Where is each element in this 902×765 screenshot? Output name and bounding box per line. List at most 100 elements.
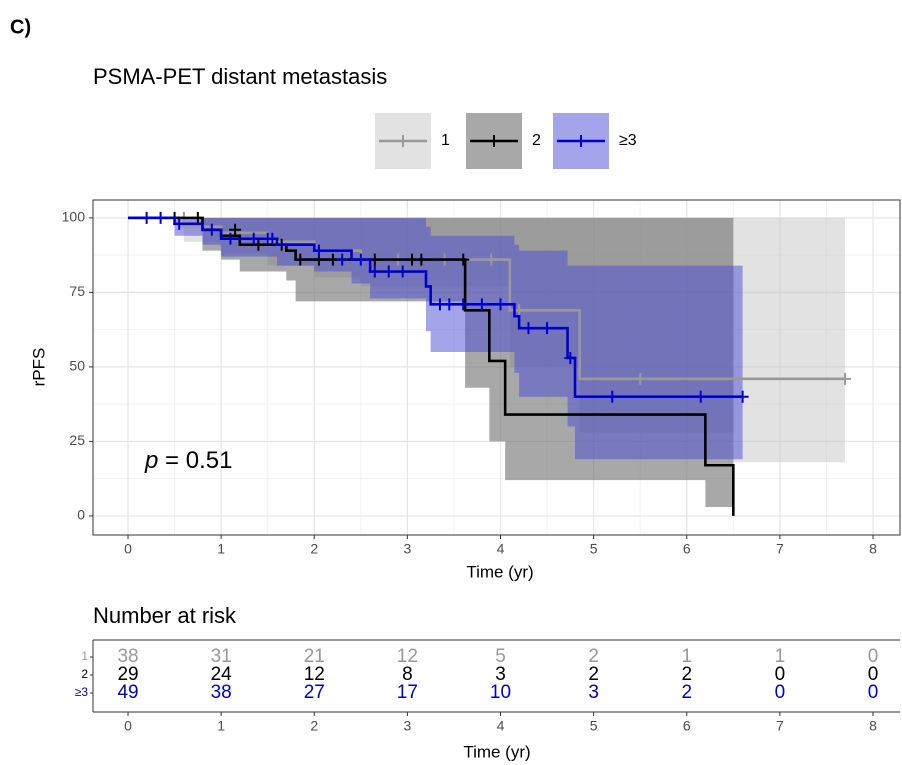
legend-censor: [397, 135, 409, 147]
censor-mark: [224, 232, 237, 245]
risk-x-tick-label: 0: [124, 718, 132, 734]
risk-x-tick-label: 2: [310, 718, 318, 734]
p-text: = 0.51: [165, 447, 232, 474]
x-tick-label: 3: [403, 541, 411, 557]
panel-label: C): [10, 16, 31, 38]
censor-mark: [382, 265, 395, 278]
x-tick-label: 4: [497, 541, 505, 557]
risk-x-tick-label: 8: [869, 718, 877, 734]
risk-count: 38: [211, 682, 232, 703]
censor-mark: [494, 298, 507, 311]
censor-mark: [634, 372, 647, 385]
risk-row-label: 1: [81, 649, 88, 663]
risk-x-tick-label: 3: [403, 718, 411, 734]
risk-count: 2: [681, 682, 692, 703]
censor-mark: [247, 232, 260, 245]
risk-row-label: 2: [81, 667, 88, 681]
censor-mark: [368, 265, 381, 278]
x-tick-label: 5: [590, 541, 598, 557]
risk-count: 31: [211, 646, 232, 667]
risk-count: 38: [117, 646, 138, 667]
censor-mark: [485, 253, 498, 266]
y-tick-label: 25: [69, 432, 85, 448]
y-tick-label: 75: [69, 283, 85, 299]
censor-mark: [229, 223, 242, 236]
risk-count: 2: [681, 664, 692, 685]
risk-count: 12: [304, 664, 325, 685]
censor-mark: [564, 351, 577, 364]
risk-x-tick-label: 6: [683, 718, 691, 734]
censor-mark: [205, 223, 218, 236]
chart-title: PSMA-PET distant metastasis: [93, 64, 387, 89]
censor-mark: [415, 253, 428, 266]
plot-border: [92, 199, 901, 536]
censor-mark: [354, 253, 367, 266]
censor-mark: [736, 390, 749, 403]
censor-mark: [839, 372, 852, 385]
x-axis-label: Time (yr): [466, 562, 533, 581]
risk-count: 1: [775, 646, 786, 667]
risk-x-tick-label: 4: [497, 718, 505, 734]
risk-count: 2: [588, 646, 599, 667]
x-tick-label: 2: [310, 541, 318, 557]
censor-mark: [294, 253, 307, 266]
risk-row-label: ≥3: [75, 685, 89, 699]
risk-x-tick-label: 7: [776, 718, 784, 734]
plot-layer: [93, 200, 900, 535]
x-tick-label: 6: [683, 541, 691, 557]
censor-mark: [475, 298, 488, 311]
x-tick-label: 8: [869, 541, 877, 557]
censor-mark: [606, 390, 619, 403]
censor-mark: [191, 211, 204, 224]
censor-mark: [457, 298, 470, 311]
x-tick-label: 7: [776, 541, 784, 557]
risk-x-tick-label: 1: [217, 718, 225, 734]
risk-count: 17: [397, 682, 418, 703]
legend-censor: [488, 135, 500, 147]
risk-count: 27: [304, 682, 325, 703]
censor-mark: [522, 322, 535, 335]
risk-count: 29: [117, 664, 138, 685]
censor-mark: [312, 244, 325, 257]
risk-count: 0: [775, 664, 786, 685]
censor-mark: [457, 253, 470, 266]
y-tick-label: 0: [77, 507, 85, 523]
legend-censor: [575, 135, 587, 147]
risk-count: 24: [211, 664, 233, 685]
y-tick-label: 50: [69, 358, 85, 374]
censor-mark: [541, 322, 554, 335]
risk-count: 21: [304, 646, 325, 667]
censor-mark: [173, 217, 186, 230]
y-axis-label: rPFS: [29, 348, 48, 387]
risk-count: 1: [681, 646, 692, 667]
y-tick-label: 100: [62, 209, 86, 225]
risk-count: 5: [495, 646, 506, 667]
risk-count: 0: [868, 682, 879, 703]
risk-count: 3: [588, 682, 599, 703]
censor-mark: [154, 211, 167, 224]
risk-count: 0: [868, 664, 879, 685]
censor-mark: [694, 390, 707, 403]
confidence-band: [128, 217, 743, 460]
p-symbol: p: [144, 447, 158, 474]
x-tick-label: 1: [217, 541, 225, 557]
legend-label: 2: [532, 132, 541, 149]
risk-x-label: Time (yr): [463, 742, 530, 761]
risk-count: 10: [490, 682, 511, 703]
risk-count: 8: [402, 664, 413, 685]
risk-count: 49: [117, 682, 138, 703]
p-value: p = 0.51: [144, 447, 232, 474]
risk-count: 3: [495, 664, 506, 685]
legend-label: 1: [441, 132, 450, 149]
risk-count: 2: [588, 664, 599, 685]
censor-mark: [140, 211, 153, 224]
risk-count: 0: [868, 646, 879, 667]
censor-mark: [336, 253, 349, 266]
risk-x-tick-label: 5: [590, 718, 598, 734]
risk-count: 12: [397, 646, 418, 667]
censor-mark: [443, 298, 456, 311]
risk-title: Number at risk: [93, 603, 237, 628]
legend-label: ≥3: [619, 132, 637, 149]
risk-count: 0: [775, 682, 786, 703]
